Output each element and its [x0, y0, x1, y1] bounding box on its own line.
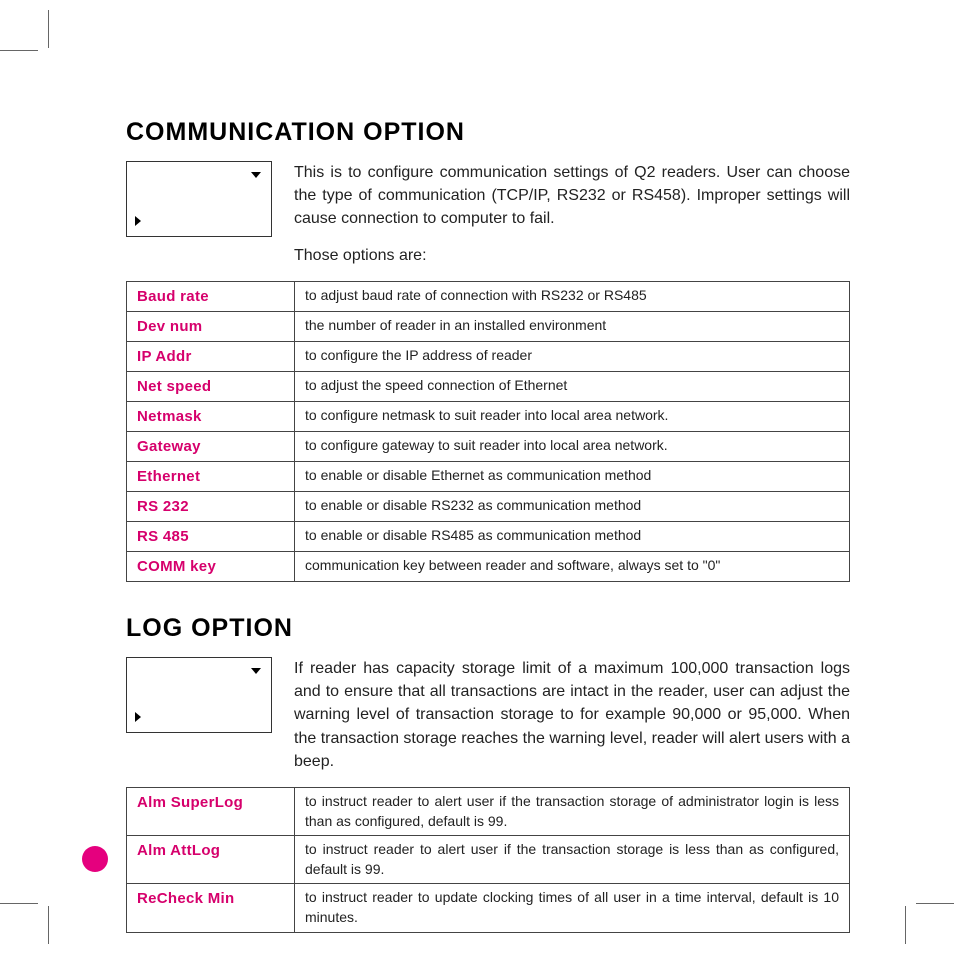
- dropdown-placeholder[interactable]: [126, 161, 272, 237]
- option-label: Alm AttLog: [127, 836, 295, 884]
- chevron-down-icon: [251, 172, 261, 178]
- crop-mark: [905, 906, 906, 944]
- table-row: Net speedto adjust the speed connection …: [127, 372, 850, 402]
- table-row: ReCheck Minto instruct reader to update …: [127, 884, 850, 932]
- intro-paragraph: If reader has capacity storage limit of …: [294, 657, 850, 773]
- log-options-table: Alm SuperLogto instruct reader to alert …: [126, 787, 850, 933]
- option-label: IP Addr: [127, 342, 295, 372]
- option-label: COMM key: [127, 552, 295, 582]
- chevron-down-icon: [251, 668, 261, 674]
- option-description: to enable or disable RS232 as communicat…: [295, 492, 850, 522]
- option-label: Baud rate: [127, 282, 295, 312]
- dropdown-placeholder[interactable]: [126, 657, 272, 733]
- intro-paragraph: This is to configure communication setti…: [294, 161, 850, 231]
- option-description: to instruct reader to alert user if the …: [295, 787, 850, 835]
- crop-mark: [0, 903, 38, 904]
- communication-options-table: Baud rateto adjust baud rate of connecti…: [126, 281, 850, 582]
- section-heading-log: LOG OPTION: [126, 614, 850, 643]
- option-description: to instruct reader to alert user if the …: [295, 836, 850, 884]
- option-description: to enable or disable Ethernet as communi…: [295, 462, 850, 492]
- section-heading-communication: COMMUNICATION OPTION: [126, 118, 850, 147]
- option-description: to instruct reader to update clocking ti…: [295, 884, 850, 932]
- option-description: to adjust baud rate of connection with R…: [295, 282, 850, 312]
- option-label: Dev num: [127, 312, 295, 342]
- intro-subtext: Those options are:: [294, 247, 850, 265]
- option-label: Ethernet: [127, 462, 295, 492]
- page-content: COMMUNICATION OPTION This is to configur…: [126, 118, 850, 965]
- chevron-right-icon: [135, 712, 141, 722]
- chevron-right-icon: [135, 216, 141, 226]
- table-row: Ethernetto enable or disable Ethernet as…: [127, 462, 850, 492]
- table-row: IP Addrto configure the IP address of re…: [127, 342, 850, 372]
- option-label: Netmask: [127, 402, 295, 432]
- option-description: to configure gateway to suit reader into…: [295, 432, 850, 462]
- crop-mark: [48, 906, 49, 944]
- table-row: Gatewayto configure gateway to suit read…: [127, 432, 850, 462]
- option-label: RS 232: [127, 492, 295, 522]
- table-row: Netmaskto configure netmask to suit read…: [127, 402, 850, 432]
- page-marker-dot: [82, 846, 108, 872]
- table-row: Alm SuperLogto instruct reader to alert …: [127, 787, 850, 835]
- table-row: RS 232to enable or disable RS232 as comm…: [127, 492, 850, 522]
- option-description: the number of reader in an installed env…: [295, 312, 850, 342]
- table-row: Alm AttLogto instruct reader to alert us…: [127, 836, 850, 884]
- table-row: Dev numthe number of reader in an instal…: [127, 312, 850, 342]
- crop-mark: [48, 10, 49, 48]
- option-label: ReCheck Min: [127, 884, 295, 932]
- table-row: COMM keycommunication key between reader…: [127, 552, 850, 582]
- option-description: to adjust the speed connection of Ethern…: [295, 372, 850, 402]
- option-description: communication key between reader and sof…: [295, 552, 850, 582]
- option-label: Net speed: [127, 372, 295, 402]
- option-label: Gateway: [127, 432, 295, 462]
- table-row: Baud rateto adjust baud rate of connecti…: [127, 282, 850, 312]
- intro-row: If reader has capacity storage limit of …: [126, 657, 850, 773]
- option-label: RS 485: [127, 522, 295, 552]
- option-description: to enable or disable RS485 as communicat…: [295, 522, 850, 552]
- intro-row: This is to configure communication setti…: [126, 161, 850, 237]
- crop-mark: [0, 50, 38, 51]
- table-row: RS 485to enable or disable RS485 as comm…: [127, 522, 850, 552]
- crop-mark: [916, 903, 954, 904]
- option-description: to configure the IP address of reader: [295, 342, 850, 372]
- option-description: to configure netmask to suit reader into…: [295, 402, 850, 432]
- option-label: Alm SuperLog: [127, 787, 295, 835]
